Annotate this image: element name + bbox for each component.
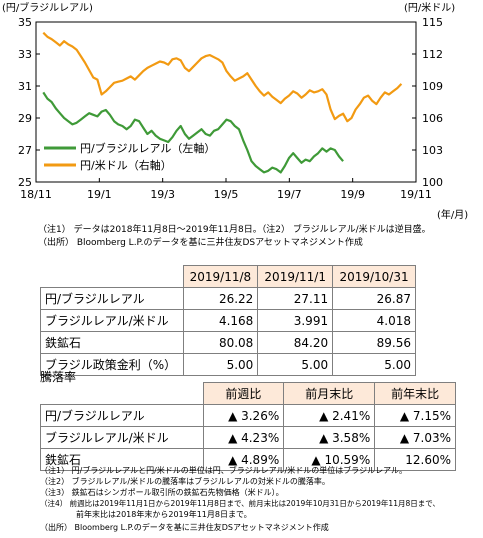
right-axis-ticks: 100 103 106 109 112 115 <box>412 16 443 189</box>
table-row: ブラジル政策金利（%） 5.00 5.00 5.00 <box>40 353 416 376</box>
left-tick-label: 29 <box>18 112 32 125</box>
chart-source: （出所） Bloomberg L.P.のデータを基に三井住友DSアセットマネジメ… <box>38 238 363 248</box>
footnote-1: （注1） 円/ブラジルレアルと円/米ドルの単位は円、ブラジルレアル/米ドルの単位… <box>40 466 407 475</box>
table-cell: 5.00 <box>257 353 334 376</box>
change-header-col: 前月末比 <box>283 382 376 405</box>
table-row: ブラジルレアル/米ドル ▲ 4.23% ▲ 3.58% ▲ 7.03% <box>40 426 456 449</box>
table-cell: 89.56 <box>332 331 416 354</box>
row-label: 鉄鉱石 <box>40 448 204 471</box>
right-tick-label: 103 <box>422 144 443 157</box>
x-tick-label: 19/7 <box>277 188 302 201</box>
x-tick-label: 19/9 <box>340 188 365 201</box>
row-label: ブラジル政策金利（%） <box>40 353 184 376</box>
series-line-jpy-usd <box>42 31 403 123</box>
table-cell: ▲ 10.59% <box>283 448 376 471</box>
row-label: 円/ブラジルレアル <box>40 404 204 427</box>
left-tick-label: 27 <box>18 144 32 157</box>
x-axis-unit: (年/月) <box>437 208 468 221</box>
table-cell: 5.00 <box>332 353 416 376</box>
x-tick-label: 18/11 <box>20 188 52 201</box>
table-cell: ▲ 4.23% <box>202 426 285 449</box>
footnote-2: （注2） ブラジルレアル/米ドルの騰落率はブラジルレアルの対米ドルの騰落率。 <box>40 477 330 486</box>
x-tick-label: 19/3 <box>150 188 175 201</box>
change-header-col: 前年末比 <box>374 382 456 405</box>
table-row: 鉄鉱石 ▲ 4.89% ▲ 10.59% 12.60% <box>40 448 456 471</box>
price-header-col: 2019/10/31 <box>332 265 416 288</box>
table-cell: 5.00 <box>182 353 259 376</box>
table-cell: ▲ 3.26% <box>202 404 285 427</box>
table-cell: ▲ 7.15% <box>374 404 456 427</box>
x-axis-ticks: 18/11 19/1 19/3 19/5 19/7 19/9 19/11 <box>20 178 432 201</box>
x-tick-label: 19/11 <box>400 188 432 201</box>
left-tick-label: 25 <box>18 176 32 189</box>
series-layer <box>42 31 403 174</box>
change-header-col: 前週比 <box>202 382 285 405</box>
right-axis-title: (円/米ドル) <box>404 1 455 14</box>
row-label: 鉄鉱石 <box>40 331 184 354</box>
table-cell: 12.60% <box>374 448 456 471</box>
x-tick-label: 19/1 <box>87 188 112 201</box>
legend-label-usd: 円/米ドル（右軸） <box>80 158 172 172</box>
change-header-row: 前週比 前月末比 前年末比 <box>41 382 456 405</box>
price-header-row: 2019/11/8 2019/11/1 2019/10/31 <box>41 265 416 288</box>
table-cell: 26.22 <box>182 287 259 310</box>
table-row: 鉄鉱石 80.08 84.20 89.56 <box>40 331 416 354</box>
price-header-col: 2019/11/1 <box>257 265 334 288</box>
table-cell: ▲ 7.03% <box>374 426 456 449</box>
price-header-col: 2019/11/8 <box>182 265 259 288</box>
series-line-jpy-brl <box>42 91 344 174</box>
footnote-3: （注3） 鉄鉱石はシンガポール取引所の鉄鉱石先物価格（米ドル）。 <box>40 488 284 497</box>
legend-label-brl: 円/ブラジルレアル（左軸） <box>80 141 215 155</box>
table-cell: ▲ 2.41% <box>283 404 376 427</box>
change-section-label: 騰落率 <box>40 370 77 384</box>
table-cell: 27.11 <box>257 287 334 310</box>
table-row: ブラジルレアル/米ドル 4.168 3.991 4.018 <box>40 309 416 332</box>
left-tick-label: 31 <box>18 80 32 93</box>
table-cell: 26.87 <box>332 287 416 310</box>
chart-note: （注1） データは2018年11月8日～2019年11月8日。（注2） ブラジル… <box>38 225 431 235</box>
left-tick-label: 33 <box>18 48 32 61</box>
right-tick-label: 115 <box>422 16 443 29</box>
footnote-4b: 前年末比は2018年末から2019年11月8日まで。 <box>76 510 252 519</box>
table-cell: 80.08 <box>182 331 259 354</box>
left-axis-ticks: 25 27 29 31 33 35 <box>18 16 40 189</box>
row-label: ブラジルレアル/米ドル <box>40 309 184 332</box>
left-tick-label: 35 <box>18 16 32 29</box>
right-tick-label: 106 <box>422 112 443 125</box>
legend: 円/ブラジルレアル（左軸） 円/米ドル（右軸） <box>44 141 215 172</box>
table-cell: 84.20 <box>257 331 334 354</box>
table-cell: 4.018 <box>332 309 416 332</box>
plot-frame <box>35 21 417 183</box>
row-label: 円/ブラジルレアル <box>40 287 184 310</box>
change-table: 前週比 前月末比 前年末比 円/ブラジルレアル ▲ 3.26% ▲ 2.41% … <box>40 382 456 471</box>
right-tick-label: 109 <box>422 80 443 93</box>
right-tick-label: 112 <box>422 48 443 61</box>
row-label: ブラジルレアル/米ドル <box>40 426 204 449</box>
table-cell: 4.168 <box>182 309 259 332</box>
table-row: 円/ブラジルレアル ▲ 3.26% ▲ 2.41% ▲ 7.15% <box>40 404 456 427</box>
right-tick-label: 100 <box>422 176 443 189</box>
table-cell: 3.991 <box>257 309 334 332</box>
left-axis-title: (円/ブラジルレアル) <box>2 1 93 14</box>
table-cell: ▲ 3.58% <box>283 426 376 449</box>
footnote-source: （出所） Bloomberg L.P.のデータを基に三井住友DSアセットマネジメ… <box>40 523 329 532</box>
x-tick-label: 19/5 <box>214 188 239 201</box>
footnote-4a: （注4） 前週比は2019年11月1日から2019年11月8日まで、前月末比は2… <box>40 499 440 508</box>
table-row: 円/ブラジルレアル 26.22 27.11 26.87 <box>40 287 416 310</box>
price-table: 2019/11/8 2019/11/1 2019/10/31 円/ブラジルレアル… <box>40 265 416 376</box>
